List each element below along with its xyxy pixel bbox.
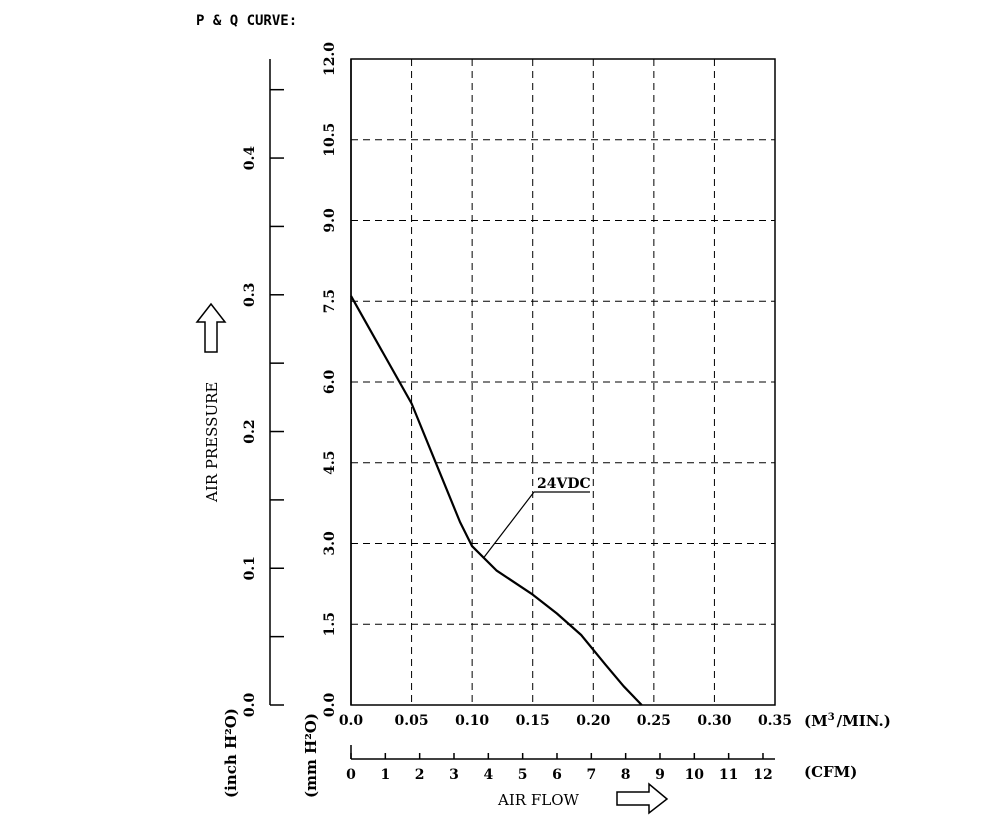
x-tick-label-1: 0.05 — [395, 713, 429, 729]
y-mm-tick-label-6: 9.0 — [322, 208, 338, 233]
series-label-24vdc: 24VDC — [537, 476, 591, 492]
y-inch-tick-label-2: 0.2 — [242, 419, 258, 443]
cfm-tick-label-1: 1 — [380, 767, 390, 783]
up-arrow-icon — [195, 302, 227, 353]
series-layer — [350, 295, 643, 706]
x-tick-label-2: 0.10 — [455, 713, 489, 729]
cfm-tick-label-11: 11 — [719, 767, 738, 783]
inch-unit-label: (inch H²O) — [222, 708, 240, 798]
cfm-unit-label: (CFM) — [804, 763, 857, 781]
cfm-tick-label-3: 3 — [449, 767, 459, 783]
grid — [351, 59, 775, 705]
x-unit-sup: 3 — [828, 712, 835, 723]
y-mm-tick-label-1: 1.5 — [322, 612, 338, 636]
cfm-tick-label-2: 2 — [415, 767, 425, 783]
y-inch-tick-label-3: 0.3 — [242, 283, 258, 307]
y-inch-tick-label-4: 0.4 — [242, 146, 258, 171]
cfm-tick-label-9: 9 — [655, 767, 665, 783]
cfm-tick-label-10: 10 — [685, 767, 705, 783]
y-inch-tick-label-0: 0.0 — [242, 693, 258, 718]
x-axis-ticks: 0.0 0.05 0.10 0.15 0.20 0.25 0.30 0.35 — [339, 713, 792, 729]
mm-pressure-axis: 0.0 1.5 3.0 4.5 6.0 7.5 9.0 10.5 12.0 — [322, 42, 352, 718]
series-line-0 — [350, 295, 643, 706]
cfm-axis: 0 1 2 3 4 5 6 7 8 9 10 11 12 — [346, 745, 775, 783]
y-mm-tick-label-8: 12.0 — [322, 42, 338, 76]
cfm-tick-label-4: 4 — [483, 767, 493, 783]
y-axis-title: AIR PRESSURE — [203, 382, 221, 503]
y-mm-tick-label-0: 0.0 — [322, 693, 338, 718]
x-tick-label-4: 0.20 — [576, 713, 610, 729]
x-unit-tail: /MIN.) — [837, 712, 891, 730]
label-leader-line — [483, 491, 535, 558]
x-tick-label-0: 0.0 — [339, 713, 364, 729]
cfm-tick-label-6: 6 — [552, 767, 562, 783]
y-mm-tick-label-4: 6.0 — [322, 370, 338, 395]
curve-label-group: 24VDC — [483, 476, 591, 558]
cfm-tick-label-7: 7 — [586, 767, 596, 783]
cfm-tick-label-0: 0 — [346, 767, 356, 783]
x-tick-label-3: 0.15 — [516, 713, 550, 729]
cfm-tick-label-5: 5 — [518, 767, 528, 783]
x-tick-label-6: 0.30 — [697, 713, 731, 729]
y-mm-tick-label-5: 7.5 — [322, 289, 338, 313]
mm-unit-label: (mm H²O) — [302, 713, 320, 798]
y-mm-tick-label-7: 10.5 — [322, 123, 338, 157]
x-tick-label-7: 0.35 — [758, 713, 792, 729]
x-axis-title: AIR FLOW — [497, 791, 579, 809]
inch-pressure-axis: 0.0 0.1 0.2 0.3 0.4 — [242, 59, 284, 717]
right-arrow-icon — [616, 782, 669, 815]
y-mm-tick-label-3: 4.5 — [322, 451, 338, 475]
x-unit-base: (M — [804, 712, 828, 730]
x-tick-label-5: 0.25 — [637, 713, 671, 729]
cfm-tick-label-12: 12 — [753, 767, 772, 783]
y-inch-tick-label-1: 0.1 — [242, 556, 258, 580]
cfm-tick-label-8: 8 — [621, 767, 631, 783]
y-mm-tick-label-2: 3.0 — [322, 531, 338, 556]
chart-title: P & Q CURVE: — [196, 13, 297, 29]
x-unit-label: (M3/MIN.) — [804, 712, 891, 730]
